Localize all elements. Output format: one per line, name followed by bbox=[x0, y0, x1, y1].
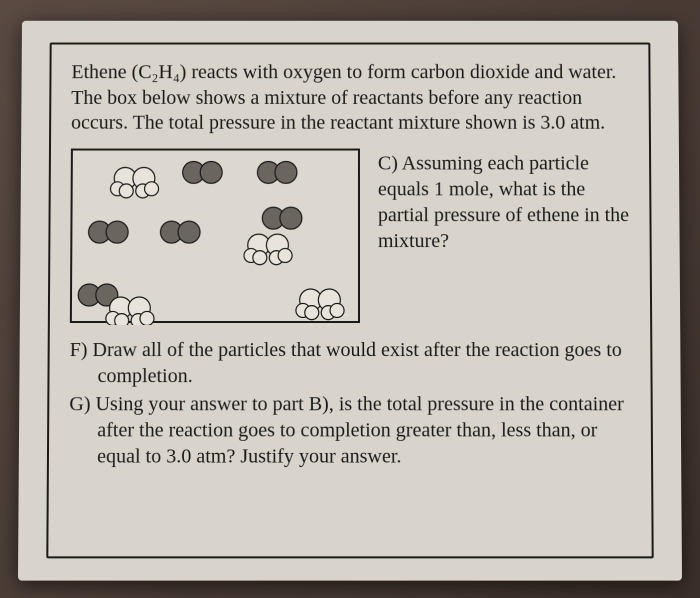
molecule-svg bbox=[72, 150, 362, 324]
question-g-label: G) bbox=[69, 393, 90, 415]
intro-text: Ethene (C₂H₄) reacts with oxygen to form… bbox=[71, 60, 629, 136]
question-f-label: F) bbox=[70, 339, 88, 361]
question-c-text: Assuming each particle equals 1 mole, wh… bbox=[378, 152, 629, 252]
middle-row: C) Assuming each particle equals 1 mole,… bbox=[70, 148, 630, 322]
content-frame: Ethene (C₂H₄) reacts with oxygen to form… bbox=[46, 43, 653, 559]
reactant-diagram bbox=[70, 148, 360, 322]
question-g-text: Using your answer to part B), is the tot… bbox=[95, 393, 623, 467]
question-c: C) Assuming each particle equals 1 mole,… bbox=[378, 148, 630, 322]
question-g: G) Using your answer to part B), is the … bbox=[69, 391, 631, 469]
bottom-questions: F) Draw all of the particles that would … bbox=[69, 337, 631, 470]
question-f: F) Draw all of the particles that would … bbox=[69, 337, 630, 389]
question-c-label: C) bbox=[378, 152, 398, 174]
worksheet-page: Ethene (C₂H₄) reacts with oxygen to form… bbox=[18, 21, 682, 581]
question-f-text: Draw all of the particles that would exi… bbox=[92, 339, 621, 387]
